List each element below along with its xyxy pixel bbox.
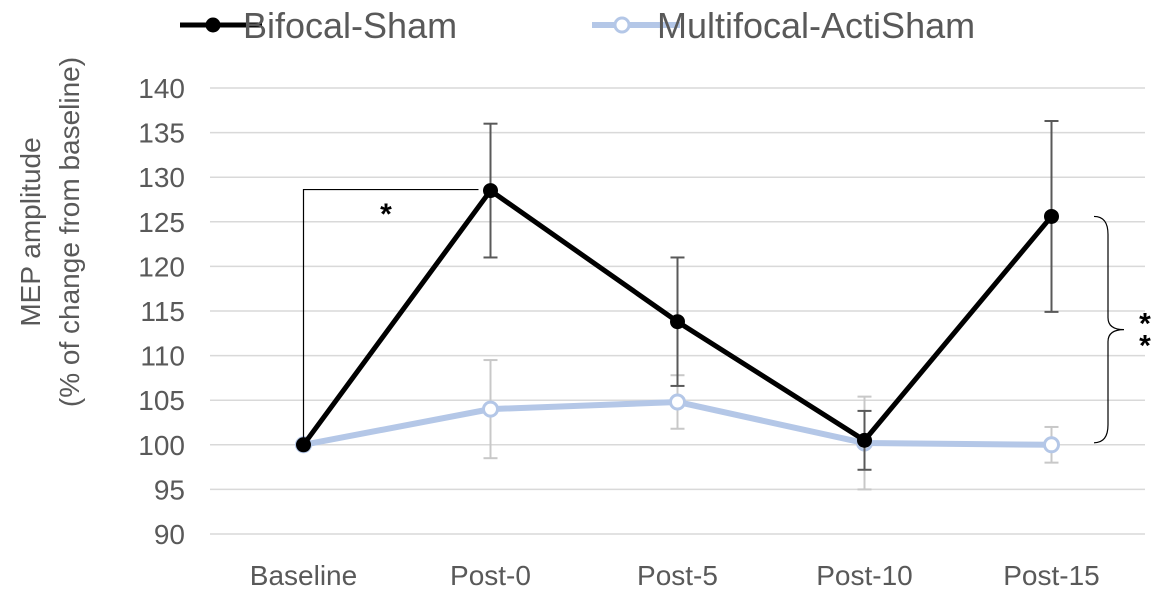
data-point — [296, 437, 311, 453]
significance-star: * — [1139, 330, 1151, 363]
x-tick-label: Post-10 — [816, 560, 913, 591]
y-tick-label: 130 — [138, 162, 185, 193]
data-point — [857, 432, 872, 448]
legend-marker — [205, 17, 221, 33]
y-axis-ticks: 90 95 100 105 110 115 120 125 130 135 140 — [138, 73, 185, 550]
significance-brace — [1093, 215, 1125, 444]
data-point — [483, 183, 498, 199]
data-point — [669, 393, 686, 411]
data-point — [670, 314, 685, 330]
y-axis-title-line-2: (% of change from baseline) — [54, 57, 85, 407]
data-point — [482, 400, 499, 418]
significance-star: * — [1139, 308, 1151, 341]
x-axis-ticks: Baseline Post-0 Post-5 Post-10 Post-15 — [250, 560, 1100, 591]
x-tick-label: Post-5 — [637, 560, 718, 591]
x-tick-label: Post-15 — [1003, 560, 1100, 591]
legend-label: Multifocal-ActiSham — [657, 5, 975, 46]
significance-annotations: *** — [302, 188, 1151, 444]
y-tick-label: 105 — [138, 385, 185, 416]
y-tick-label: 125 — [138, 207, 185, 238]
significance-bracket — [302, 188, 479, 443]
y-tick-label: 140 — [138, 73, 185, 104]
data-point — [1044, 208, 1059, 224]
series-group — [295, 120, 1060, 491]
legend-marker — [613, 16, 631, 34]
y-tick-label: 110 — [140, 341, 185, 372]
y-tick-label: 120 — [138, 251, 185, 282]
significance-star: * — [380, 198, 392, 231]
y-tick-label: 115 — [140, 296, 185, 327]
data-point — [1043, 436, 1060, 454]
y-axis-title-line-1: MEP amplitude — [15, 137, 46, 326]
x-tick-label: Baseline — [250, 560, 357, 591]
y-tick-label: 135 — [138, 118, 185, 149]
y-tick-label: 100 — [138, 430, 185, 461]
series-Bifocal-Sham — [296, 120, 1059, 471]
x-tick-label: Post-0 — [450, 560, 531, 591]
y-tick-label: 95 — [154, 474, 185, 505]
legend-label: Bifocal-Sham — [243, 5, 457, 46]
legend: Bifocal-Sham Multifocal-ActiSham — [180, 5, 975, 46]
y-tick-label: 90 — [154, 519, 185, 550]
